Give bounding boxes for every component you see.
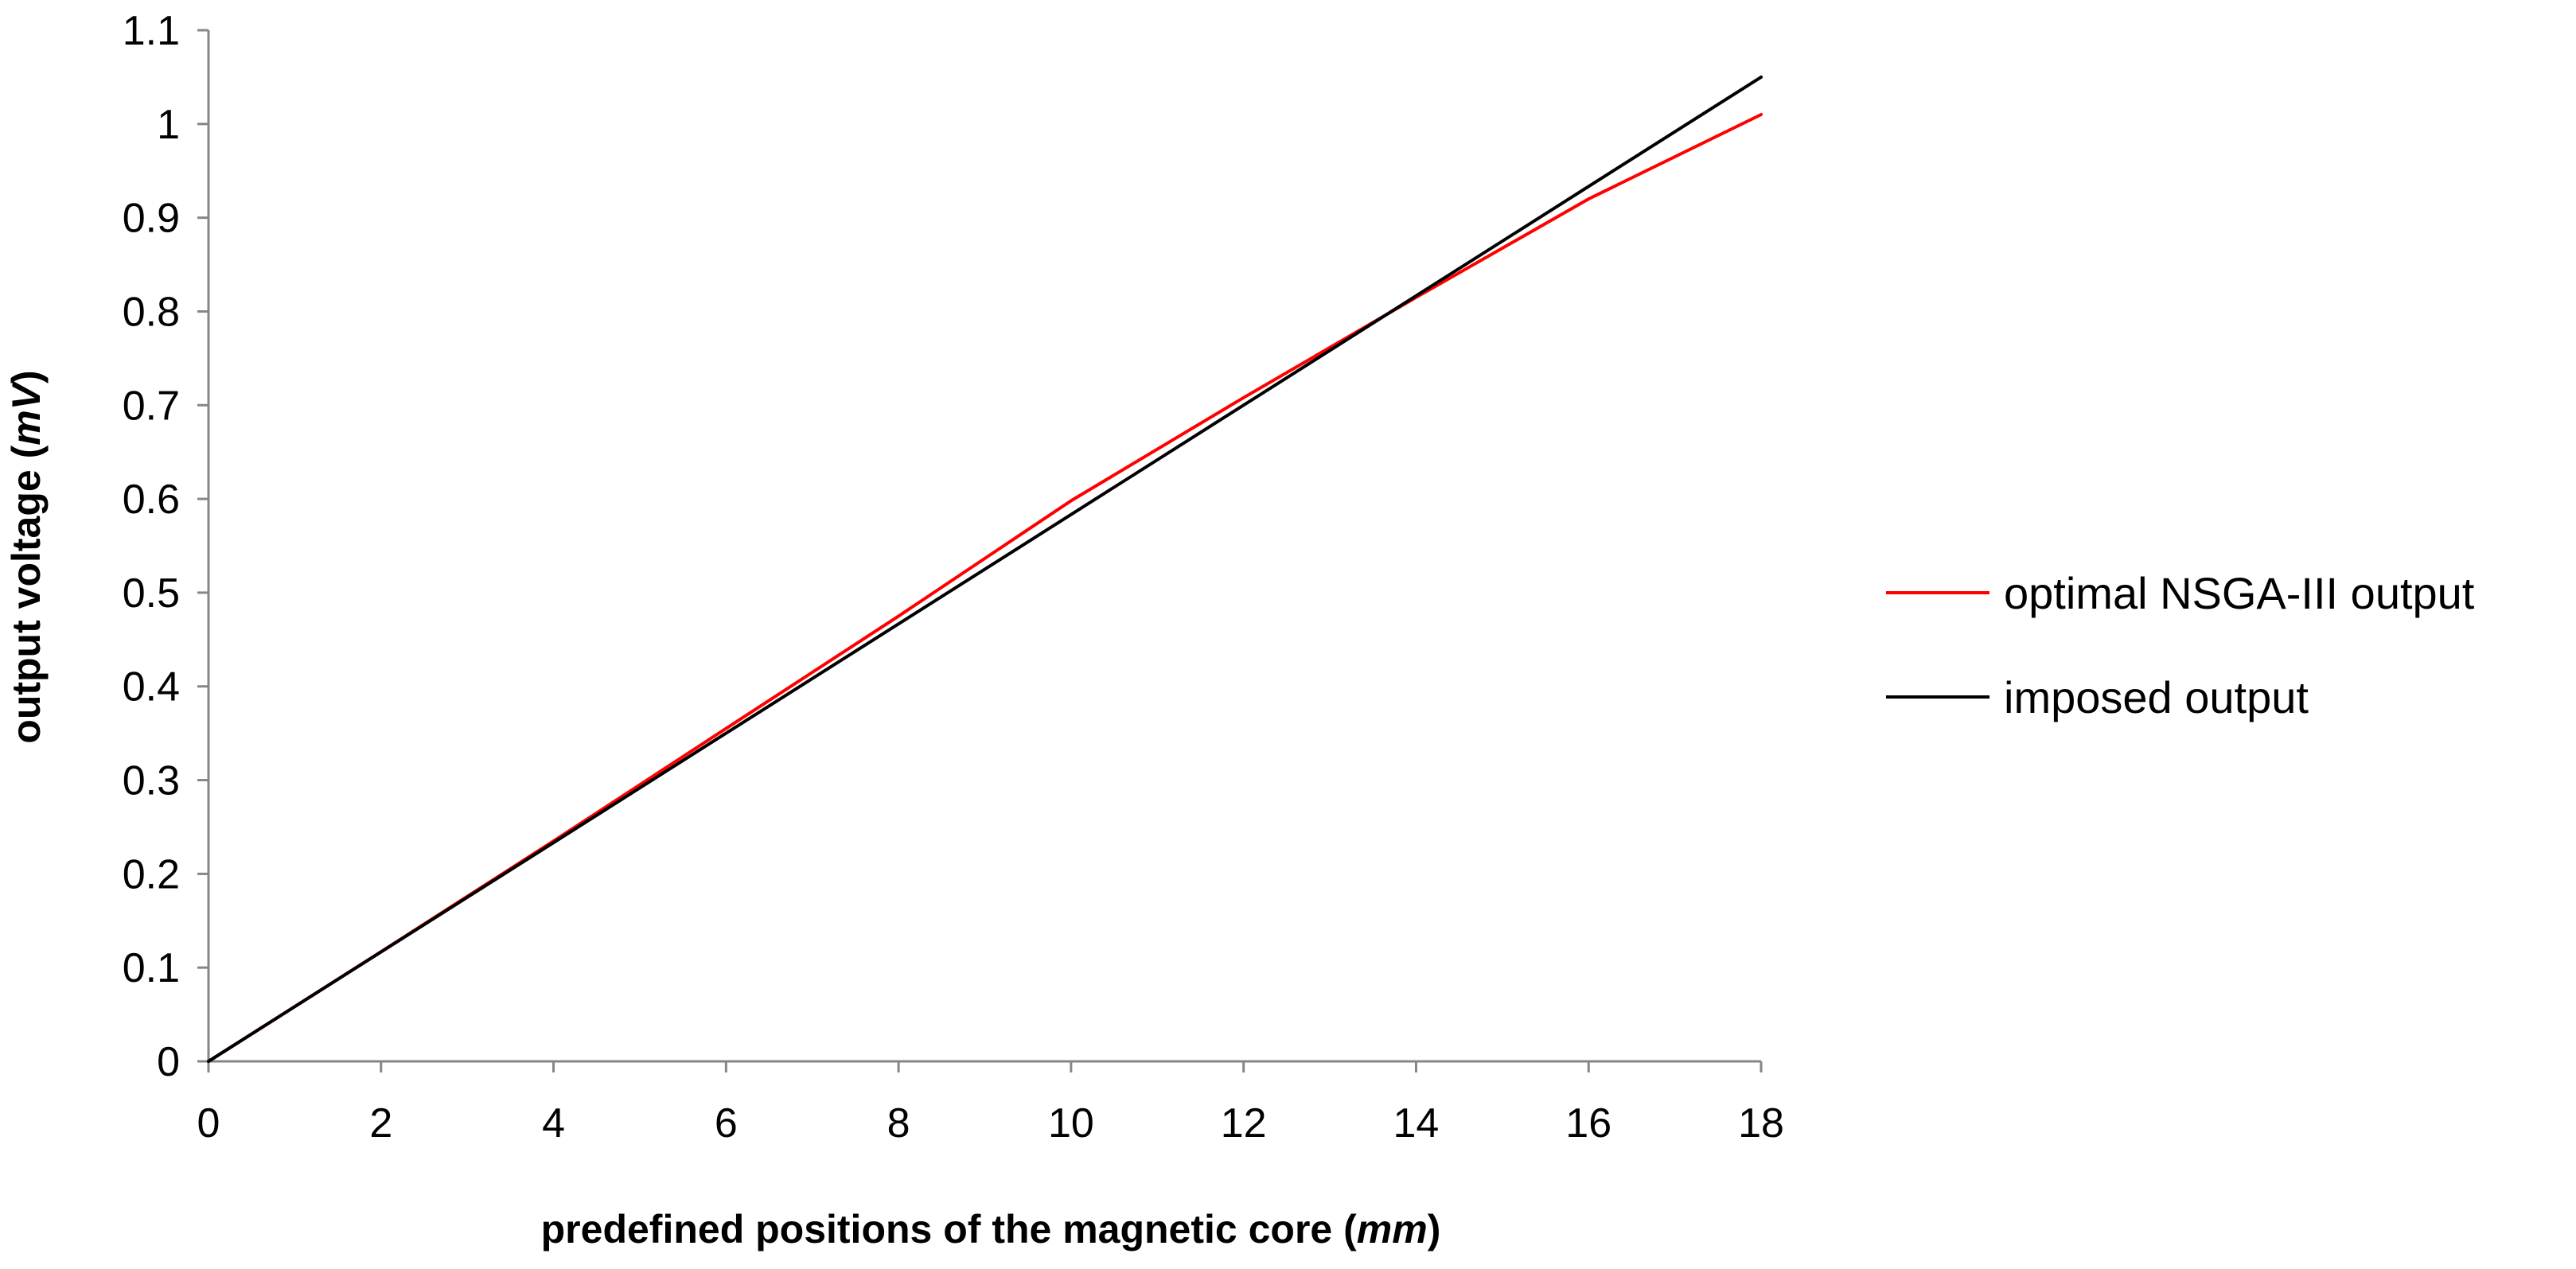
y-tick-label: 1.1 (123, 8, 180, 54)
y-tick-label: 0.6 (123, 477, 180, 523)
y-tick-label: 1 (157, 102, 180, 148)
y-tick-label: 0 (157, 1039, 180, 1085)
x-axis-title-unit: mm (1357, 1207, 1428, 1251)
x-tick-label: 2 (369, 1100, 392, 1146)
x-tick-label: 16 (1565, 1100, 1611, 1146)
y-tick-label: 0.3 (123, 758, 180, 804)
y-tick-label: 0.1 (123, 945, 180, 991)
series-line-2 (207, 75, 1763, 1063)
y-axis-title-unit: mV (4, 380, 49, 445)
y-tick-label: 0.4 (123, 664, 180, 710)
series-line-1 (207, 113, 1763, 1063)
legend-label-2: imposed output (2004, 672, 2309, 722)
y-tick-label: 0.9 (123, 196, 180, 242)
y-tick-label: 0.8 (123, 289, 180, 335)
x-tick-label: 0 (197, 1100, 220, 1146)
axis-titles: predefined positions of the magnetic cor… (4, 370, 1440, 1251)
y-tick-label: 0.7 (123, 383, 180, 429)
x-tick-label: 12 (1221, 1100, 1267, 1146)
axes (197, 29, 1763, 1072)
series-lines (207, 75, 1763, 1063)
y-tick-label: 0.2 (123, 851, 180, 897)
x-axis-title-open-paren: ( (1332, 1207, 1357, 1251)
x-tick-label: 8 (887, 1100, 910, 1146)
y-axis-title-close-paren: ) (4, 370, 49, 383)
x-axis-title-close-paren: ) (1428, 1207, 1441, 1251)
x-tick-label: 4 (542, 1100, 565, 1146)
legend-label-1: optimal NSGA-III output (2004, 568, 2475, 618)
x-axis-title: predefined positions of the magnetic cor… (541, 1207, 1441, 1251)
y-axis-title-open-paren: ( (4, 445, 49, 469)
y-tick-label: 0.5 (123, 570, 180, 617)
x-axis-title-text: predefined positions of the magnetic cor… (541, 1207, 1333, 1251)
legend: optimal NSGA-III output imposed output (1886, 568, 2475, 722)
x-tick-label: 6 (715, 1100, 738, 1146)
x-tick-label: 14 (1393, 1100, 1440, 1146)
x-tick-label: 18 (1738, 1100, 1784, 1146)
x-tick-label: 10 (1048, 1100, 1094, 1146)
tick-labels: 0 0.1 0.2 0.3 0.4 0.5 0.6 0.7 0.8 0.9 1 1.1 0 2 4 6 8 10 1… (123, 8, 1784, 1146)
y-axis-title-text: output voltage (4, 469, 49, 743)
y-axis-title: output voltage (mV) (4, 370, 49, 743)
